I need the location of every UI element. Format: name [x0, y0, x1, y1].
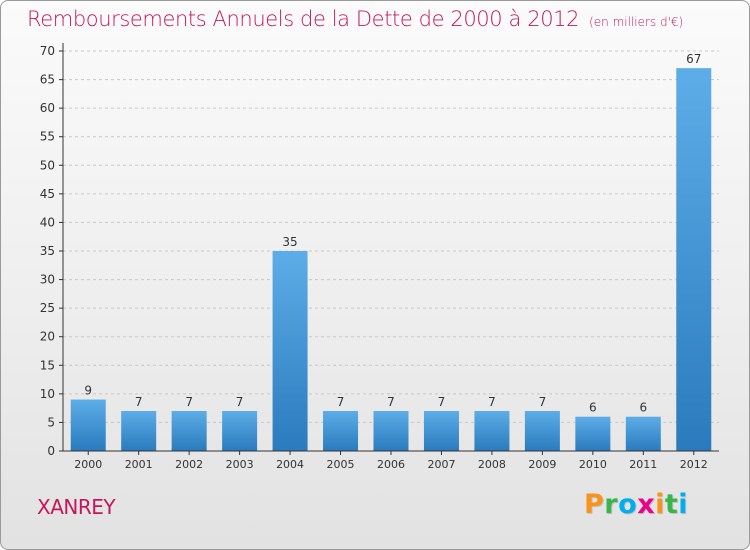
bar-value-label: 7 — [387, 395, 395, 409]
y-tick-label: 70 — [40, 44, 55, 58]
bar-value-label: 7 — [488, 395, 496, 409]
x-tick-label: 2007 — [427, 458, 455, 471]
bar — [373, 411, 409, 451]
bar-value-label: 9 — [84, 384, 92, 398]
bar-value-label: 35 — [282, 235, 297, 249]
y-tick-label: 30 — [40, 273, 55, 287]
bar — [423, 411, 459, 451]
bar — [222, 411, 258, 451]
y-tick-label: 15 — [40, 358, 55, 372]
bar — [70, 399, 106, 451]
bar — [272, 251, 308, 451]
bar — [171, 411, 207, 451]
x-tick-label: 2002 — [175, 458, 203, 471]
proxiti-logo: Proxiti — [584, 489, 688, 520]
x-tick-label: 2010 — [579, 458, 607, 471]
bar-value-label: 7 — [185, 395, 193, 409]
y-tick-label: 0 — [47, 444, 55, 458]
logo-letter: i — [678, 489, 689, 520]
bar-value-label: 67 — [686, 52, 701, 66]
x-tick-label: 2001 — [125, 458, 153, 471]
bar — [474, 411, 510, 451]
logo-letter: x — [637, 489, 656, 520]
bar — [575, 416, 611, 451]
x-tick-label: 2005 — [327, 458, 355, 471]
x-tick-label: 2006 — [377, 458, 405, 471]
bar — [323, 411, 359, 451]
bar — [524, 411, 560, 451]
logo-letter: o — [618, 489, 638, 520]
bar-value-label: 7 — [135, 395, 143, 409]
chart-title: Remboursements Annuels de la Dette de 20… — [27, 7, 683, 31]
y-tick-label: 5 — [47, 415, 55, 429]
bar — [676, 68, 712, 452]
y-tick-label: 55 — [40, 130, 55, 144]
bar-value-label: 7 — [539, 395, 547, 409]
y-tick-label: 25 — [40, 301, 55, 315]
bar-value-label: 6 — [589, 401, 597, 415]
y-tick-label: 60 — [40, 101, 55, 115]
x-tick-label: 2012 — [680, 458, 708, 471]
bar — [625, 416, 661, 451]
x-tick-label: 2000 — [74, 458, 102, 471]
x-tick-label: 2009 — [528, 458, 556, 471]
bar — [121, 411, 157, 451]
y-tick-label: 35 — [40, 244, 55, 258]
x-tick-label: 2011 — [629, 458, 657, 471]
y-tick-label: 50 — [40, 158, 55, 172]
y-tick-label: 45 — [40, 187, 55, 201]
logo-letter: P — [584, 489, 605, 520]
y-tick-label: 20 — [40, 330, 55, 344]
bar-value-label: 7 — [438, 395, 446, 409]
title-text: Remboursements Annuels de la Dette de 20… — [27, 7, 580, 31]
x-tick-label: 2008 — [478, 458, 506, 471]
bar-value-label: 7 — [236, 395, 244, 409]
logo-letter: t — [664, 489, 679, 520]
commune-name: XANREY — [37, 495, 116, 519]
bar-value-label: 6 — [639, 401, 647, 415]
unit-label: (en milliers d'€) — [589, 15, 684, 29]
x-tick-label: 2003 — [226, 458, 254, 471]
logo-letter: i — [655, 489, 665, 520]
y-tick-label: 65 — [40, 73, 55, 87]
bar-value-label: 7 — [337, 395, 345, 409]
y-tick-label: 40 — [40, 215, 55, 229]
x-tick-label: 2004 — [276, 458, 304, 471]
logo-letter: r — [604, 489, 619, 520]
y-tick-label: 10 — [40, 387, 55, 401]
